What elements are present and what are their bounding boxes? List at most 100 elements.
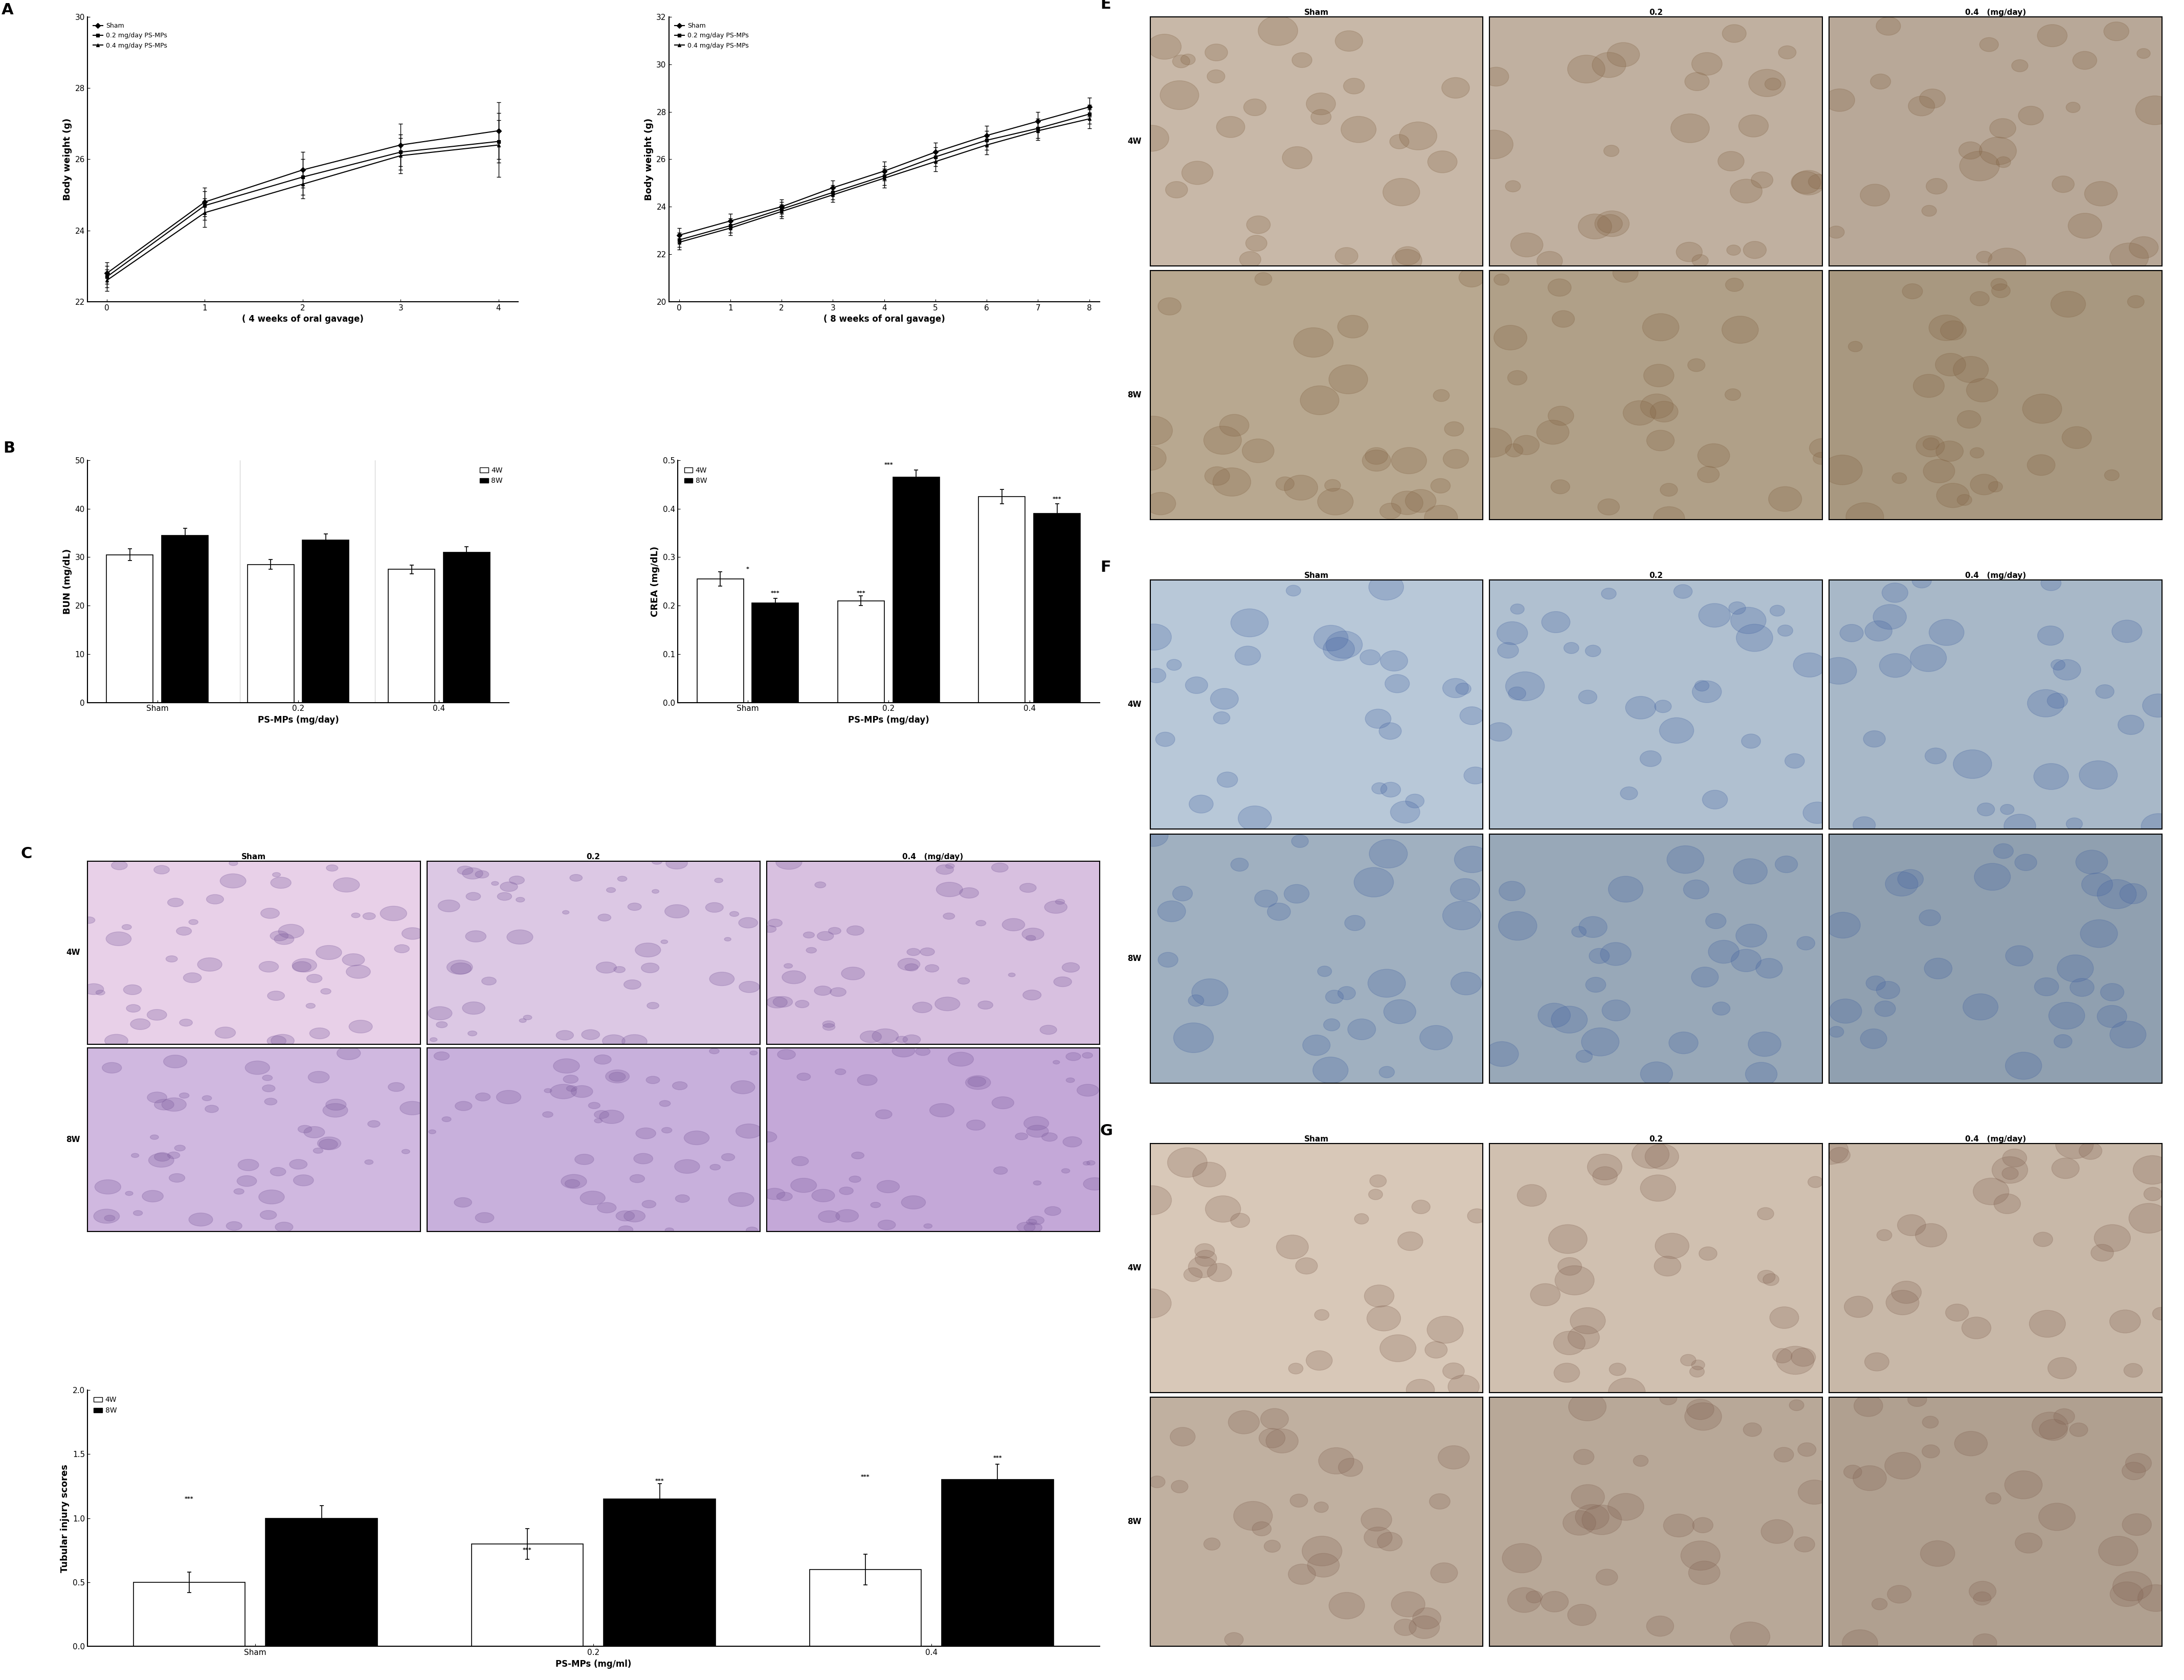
Circle shape — [1258, 1428, 1284, 1448]
Circle shape — [1996, 156, 2011, 168]
Circle shape — [1158, 900, 1186, 922]
Circle shape — [550, 1084, 577, 1099]
Circle shape — [871, 1028, 898, 1043]
Circle shape — [1854, 1394, 1883, 1416]
Circle shape — [2003, 1149, 2027, 1168]
Circle shape — [646, 1077, 660, 1084]
Circle shape — [83, 917, 94, 924]
Circle shape — [395, 944, 408, 953]
Circle shape — [1286, 585, 1302, 596]
Legend: 4W, 8W: 4W, 8W — [92, 1394, 120, 1418]
Circle shape — [1946, 1304, 1968, 1320]
Circle shape — [1433, 390, 1450, 402]
Circle shape — [1712, 1001, 1730, 1015]
Circle shape — [1040, 1025, 1057, 1035]
Circle shape — [1992, 1156, 2027, 1183]
X-axis label: PS-MPs (mg/day): PS-MPs (mg/day) — [258, 716, 339, 724]
Circle shape — [1171, 1480, 1188, 1494]
Circle shape — [705, 902, 723, 912]
Circle shape — [1612, 264, 1638, 282]
Circle shape — [1391, 447, 1426, 474]
Circle shape — [260, 909, 280, 919]
Circle shape — [633, 1154, 653, 1164]
Circle shape — [959, 887, 978, 899]
Circle shape — [614, 966, 625, 973]
Circle shape — [1721, 316, 1758, 343]
Circle shape — [1206, 44, 1227, 60]
Title: Sham: Sham — [242, 853, 266, 860]
Circle shape — [1234, 647, 1260, 665]
Circle shape — [1647, 1616, 1673, 1636]
Circle shape — [1472, 428, 1511, 457]
Circle shape — [1749, 69, 1784, 97]
Circle shape — [1166, 181, 1188, 198]
Circle shape — [153, 865, 170, 874]
Circle shape — [891, 1045, 915, 1057]
Circle shape — [902, 1035, 919, 1045]
Circle shape — [1874, 1001, 1896, 1016]
Circle shape — [1660, 1393, 1677, 1404]
Circle shape — [1158, 953, 1177, 968]
Bar — [162, 536, 207, 702]
Circle shape — [1795, 1537, 1815, 1552]
Circle shape — [924, 1223, 933, 1228]
Circle shape — [1306, 1351, 1332, 1371]
Circle shape — [1293, 52, 1313, 67]
Circle shape — [83, 984, 103, 995]
Circle shape — [1937, 484, 1970, 507]
Circle shape — [275, 1221, 293, 1231]
Bar — [247, 564, 295, 702]
Circle shape — [775, 855, 802, 869]
Circle shape — [1920, 911, 1942, 926]
Circle shape — [1959, 151, 1998, 181]
Circle shape — [876, 1110, 891, 1119]
Circle shape — [306, 974, 321, 983]
Circle shape — [2097, 1005, 2127, 1028]
Circle shape — [710, 1048, 719, 1053]
Circle shape — [1299, 386, 1339, 415]
Circle shape — [965, 1075, 992, 1089]
Circle shape — [2094, 1225, 2129, 1252]
Circle shape — [260, 961, 280, 973]
Circle shape — [1182, 54, 1195, 66]
Circle shape — [2040, 576, 2062, 591]
Circle shape — [1088, 1161, 1094, 1166]
Circle shape — [1909, 1393, 1926, 1406]
Circle shape — [175, 1146, 186, 1151]
Circle shape — [227, 1221, 242, 1230]
Text: ***: *** — [186, 1497, 194, 1502]
Circle shape — [1511, 603, 1524, 615]
Circle shape — [1865, 976, 1885, 991]
Circle shape — [767, 996, 786, 1008]
Circle shape — [596, 1203, 616, 1213]
Circle shape — [553, 1058, 579, 1074]
Circle shape — [1640, 393, 1673, 418]
Circle shape — [1828, 1026, 1843, 1037]
Circle shape — [1016, 1132, 1029, 1139]
Circle shape — [1870, 74, 1891, 89]
Circle shape — [1494, 274, 1509, 286]
Circle shape — [1760, 1520, 1793, 1544]
Circle shape — [1891, 472, 1907, 484]
Circle shape — [1592, 52, 1625, 77]
Circle shape — [1773, 1349, 1793, 1362]
Circle shape — [806, 948, 817, 953]
Circle shape — [1302, 1035, 1330, 1055]
Circle shape — [1688, 1561, 1721, 1584]
Circle shape — [1284, 475, 1317, 501]
Circle shape — [1935, 440, 1963, 462]
Circle shape — [1474, 129, 1514, 160]
Circle shape — [1505, 180, 1520, 192]
Circle shape — [1590, 948, 1610, 964]
Circle shape — [1413, 1608, 1441, 1630]
Circle shape — [509, 875, 524, 884]
Circle shape — [2027, 689, 2064, 717]
Circle shape — [1173, 1023, 1214, 1053]
Circle shape — [992, 1097, 1013, 1109]
Circle shape — [878, 1220, 895, 1230]
Circle shape — [1284, 884, 1308, 904]
Circle shape — [105, 1215, 116, 1221]
Circle shape — [476, 1094, 489, 1100]
Circle shape — [465, 892, 480, 900]
Circle shape — [1158, 297, 1182, 316]
